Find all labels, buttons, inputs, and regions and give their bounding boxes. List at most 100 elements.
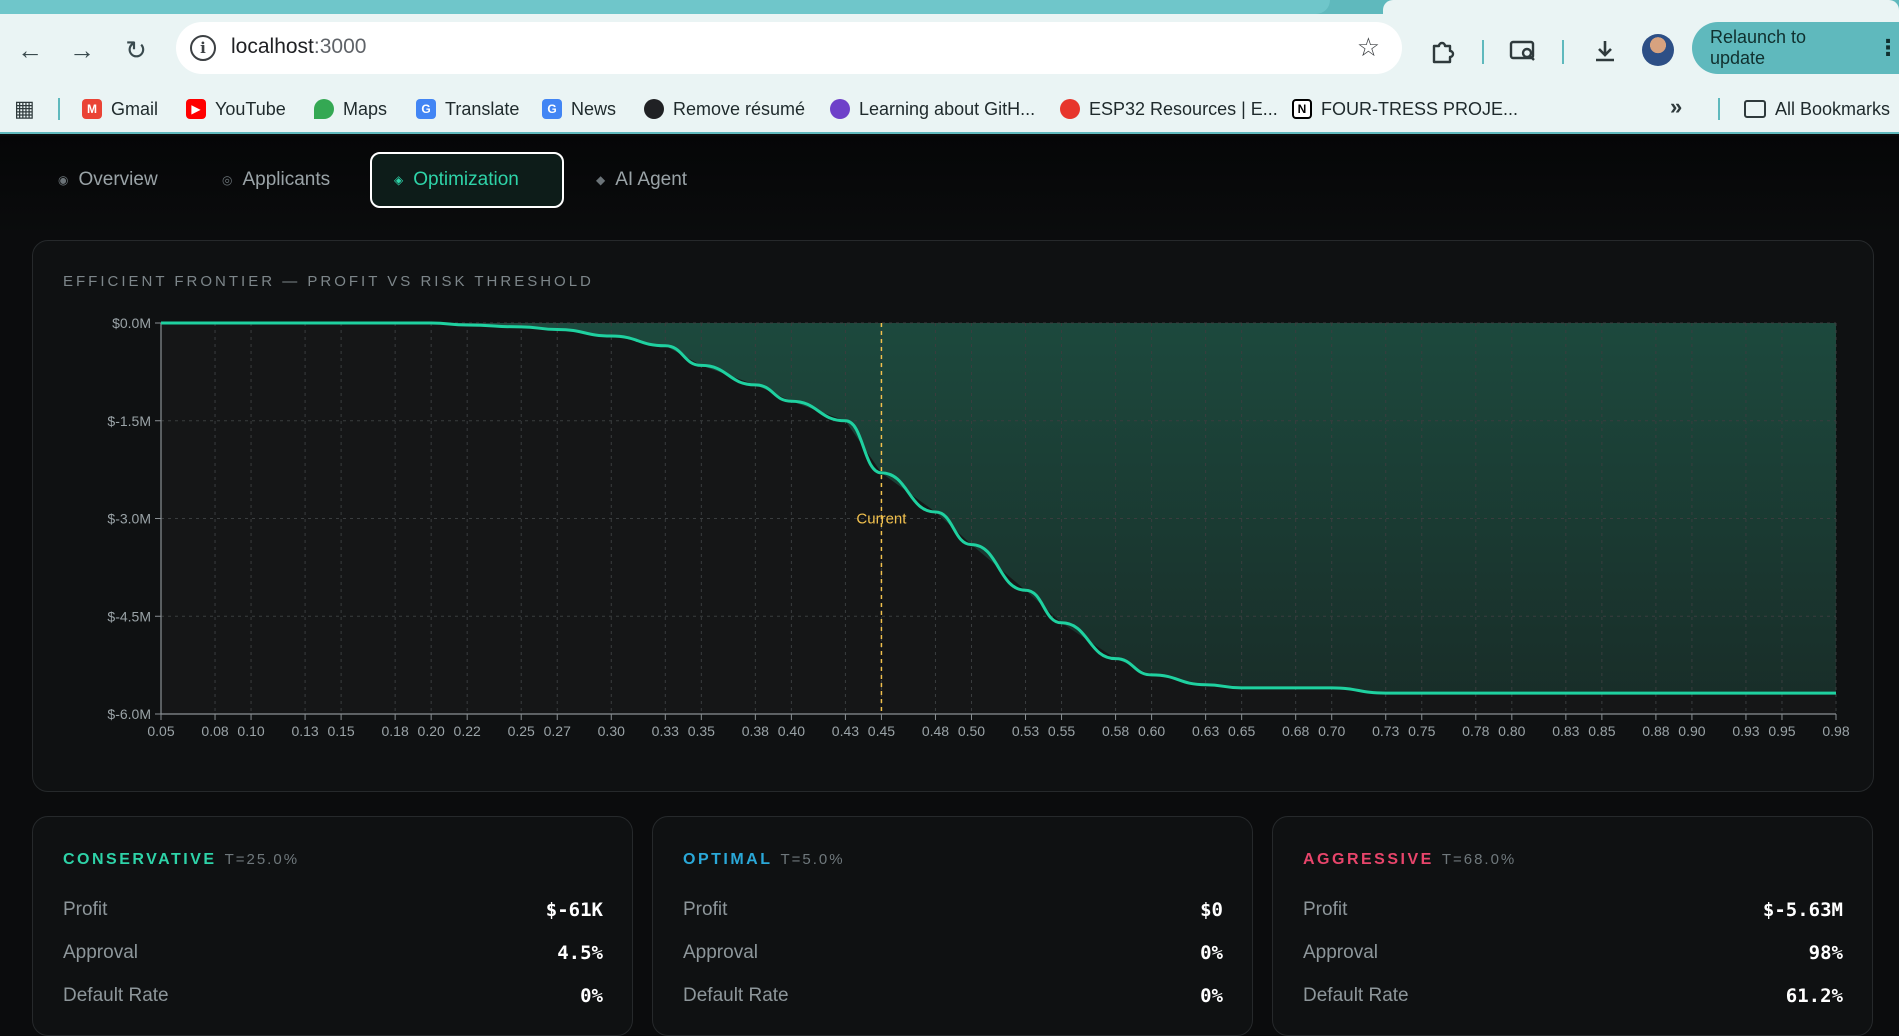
- youtube-icon: ▶: [186, 99, 206, 119]
- profit-row: Profit $-61K: [63, 899, 603, 921]
- card-threshold: T=68.0%: [1441, 851, 1517, 868]
- reload-icon[interactable]: ↻: [125, 34, 147, 65]
- tab-optimization[interactable]: ◈ Optimization: [370, 152, 564, 208]
- bookmarks-separator: [58, 98, 60, 120]
- x-tick-label: 0.63: [1192, 723, 1219, 739]
- notion-icon: N: [1292, 99, 1312, 119]
- top-nav: ◉ Overview ◎ Applicants ◈ Optimization ◆ AI …: [0, 136, 1899, 236]
- x-tick-label: 0.93: [1732, 723, 1759, 739]
- bookmarks-separator: [1718, 98, 1720, 120]
- current-marker-label: Current: [856, 511, 907, 528]
- x-tick-label: 0.58: [1102, 723, 1129, 739]
- espressif-icon: [1060, 99, 1080, 119]
- more-bookmarks-icon[interactable]: »: [1670, 94, 1683, 119]
- bookmark-youtube[interactable]: ▶ YouTube: [186, 96, 286, 122]
- relaunch-button[interactable]: Relaunch to update ⋮: [1692, 22, 1899, 74]
- site-info-icon[interactable]: i: [190, 35, 216, 61]
- folder-icon: [1744, 100, 1766, 118]
- x-tick-label: 0.08: [201, 723, 228, 739]
- x-tick-label: 0.30: [598, 723, 625, 739]
- approval-row: Approval 98%: [1303, 942, 1843, 964]
- bookmark-gmail[interactable]: M Gmail: [82, 96, 158, 122]
- x-tick-label: 0.68: [1282, 723, 1309, 739]
- x-tick-label: 0.43: [832, 723, 859, 739]
- bookmark-star-icon[interactable]: ☆: [1356, 32, 1380, 62]
- toolbar-separator: [1562, 40, 1564, 64]
- browser-active-tab[interactable]: [1383, 0, 1899, 14]
- download-icon[interactable]: [1588, 34, 1622, 68]
- back-icon[interactable]: ←: [17, 34, 43, 65]
- x-tick-label: 0.90: [1678, 723, 1705, 739]
- diamond-icon: ◈: [394, 173, 404, 187]
- x-tick-label: 0.05: [147, 723, 174, 739]
- card-heading: CONSERVATIVE T=25.0%: [63, 851, 299, 869]
- x-tick-label: 0.88: [1642, 723, 1669, 739]
- profile-avatar[interactable]: [1642, 34, 1674, 66]
- x-tick-label: 0.83: [1552, 723, 1579, 739]
- x-tick-label: 0.53: [1012, 723, 1039, 739]
- y-tick-label: $-4.5M: [107, 608, 151, 624]
- bookmark-esp32[interactable]: ESP32 Resources | E...: [1060, 96, 1278, 122]
- maps-icon: [314, 99, 334, 119]
- x-tick-label: 0.18: [382, 723, 409, 739]
- tab-applicants[interactable]: ◎ Applicants: [222, 169, 331, 190]
- card-threshold: T=5.0%: [780, 851, 845, 868]
- frontier-line: [161, 321, 1836, 695]
- address-bar[interactable]: i localhost:3000 ☆: [176, 22, 1402, 74]
- x-tick-label: 0.38: [742, 723, 769, 739]
- card-threshold: T=25.0%: [224, 851, 300, 868]
- x-tick-label: 0.33: [652, 723, 679, 739]
- optimal-card: OPTIMAL T=5.0% Profit $0 Approval 0% Defaul…: [652, 816, 1253, 1036]
- default-rate-row: Default Rate 0%: [683, 985, 1223, 1007]
- x-tick-label: 0.85: [1588, 723, 1615, 739]
- x-tick-label: 0.27: [544, 723, 571, 739]
- bookmark-github[interactable]: Learning about GitH...: [830, 96, 1035, 122]
- bookmarks-bar: ▦ M Gmail ▶ YouTube Maps G Translate G News …: [0, 84, 1899, 134]
- apps-grid-icon[interactable]: ▦: [14, 96, 35, 121]
- gmail-icon: M: [82, 99, 102, 119]
- dot-icon: ◎: [222, 173, 233, 187]
- tab-overview[interactable]: ◉ Overview: [58, 169, 158, 190]
- bookmark-maps[interactable]: Maps: [314, 96, 387, 122]
- y-tick-label: $-3.0M: [107, 511, 151, 527]
- forward-icon[interactable]: →: [69, 34, 95, 65]
- bookmark-news[interactable]: G News: [542, 96, 616, 122]
- x-tick-label: 0.98: [1822, 723, 1849, 739]
- card-name: AGGRESSIVE: [1303, 851, 1434, 868]
- y-tick-label: $-6.0M: [107, 706, 151, 722]
- all-bookmarks[interactable]: All Bookmarks: [1744, 96, 1890, 122]
- chart-title: EFFICIENT FRONTIER — PROFIT VS RISK THRE…: [63, 273, 594, 290]
- frontier-chart: $0.0M $-1.5M $-3.0M $-4.5M $-6.0M0.05 0.08 0.1…: [107, 315, 1849, 739]
- bookmark-fourtress[interactable]: N FOUR-TRESS PROJE...: [1292, 96, 1518, 122]
- x-tick-label: 0.22: [454, 723, 481, 739]
- bookmark-remove-resume[interactable]: Remove résumé: [644, 96, 805, 122]
- default-rate-row: Default Rate 61.2%: [1303, 985, 1843, 1007]
- cast-search-icon[interactable]: [1506, 34, 1540, 68]
- card-heading: AGGRESSIVE T=68.0%: [1303, 851, 1516, 869]
- diamond-icon: ◆: [596, 173, 606, 187]
- x-tick-label: 0.60: [1138, 723, 1165, 739]
- extensions-icon[interactable]: [1426, 34, 1460, 68]
- frontier-area: [161, 323, 1836, 694]
- x-tick-label: 0.70: [1318, 723, 1345, 739]
- card-name: CONSERVATIVE: [63, 851, 217, 868]
- x-tick-label: 0.95: [1768, 723, 1795, 739]
- x-tick-label: 0.73: [1372, 723, 1399, 739]
- bookmark-translate[interactable]: G Translate: [416, 96, 519, 122]
- x-tick-label: 0.40: [778, 723, 805, 739]
- approval-row: Approval 0%: [683, 942, 1223, 964]
- aggressive-card: AGGRESSIVE T=68.0% Profit $-5.63M Approval…: [1272, 816, 1873, 1036]
- tab-ai-agent[interactable]: ◆ AI Agent: [596, 169, 688, 190]
- dot-icon: ◉: [58, 173, 69, 187]
- efficient-frontier-card: EFFICIENT FRONTIER — PROFIT VS RISK THRE…: [32, 240, 1874, 792]
- y-tick-label: $0.0M: [112, 315, 151, 331]
- toolbar-separator: [1482, 40, 1484, 64]
- x-tick-label: 0.55: [1048, 723, 1075, 739]
- app-root: ◉ Overview ◎ Applicants ◈ Optimization ◆ AI …: [0, 136, 1899, 1036]
- more-menu-icon[interactable]: ⋮: [1877, 35, 1899, 60]
- x-tick-label: 0.65: [1228, 723, 1255, 739]
- x-tick-label: 0.45: [868, 723, 895, 739]
- profit-row: Profit $-5.63M: [1303, 899, 1843, 921]
- x-tick-label: 0.10: [237, 723, 264, 739]
- url-text[interactable]: localhost:3000: [231, 35, 367, 58]
